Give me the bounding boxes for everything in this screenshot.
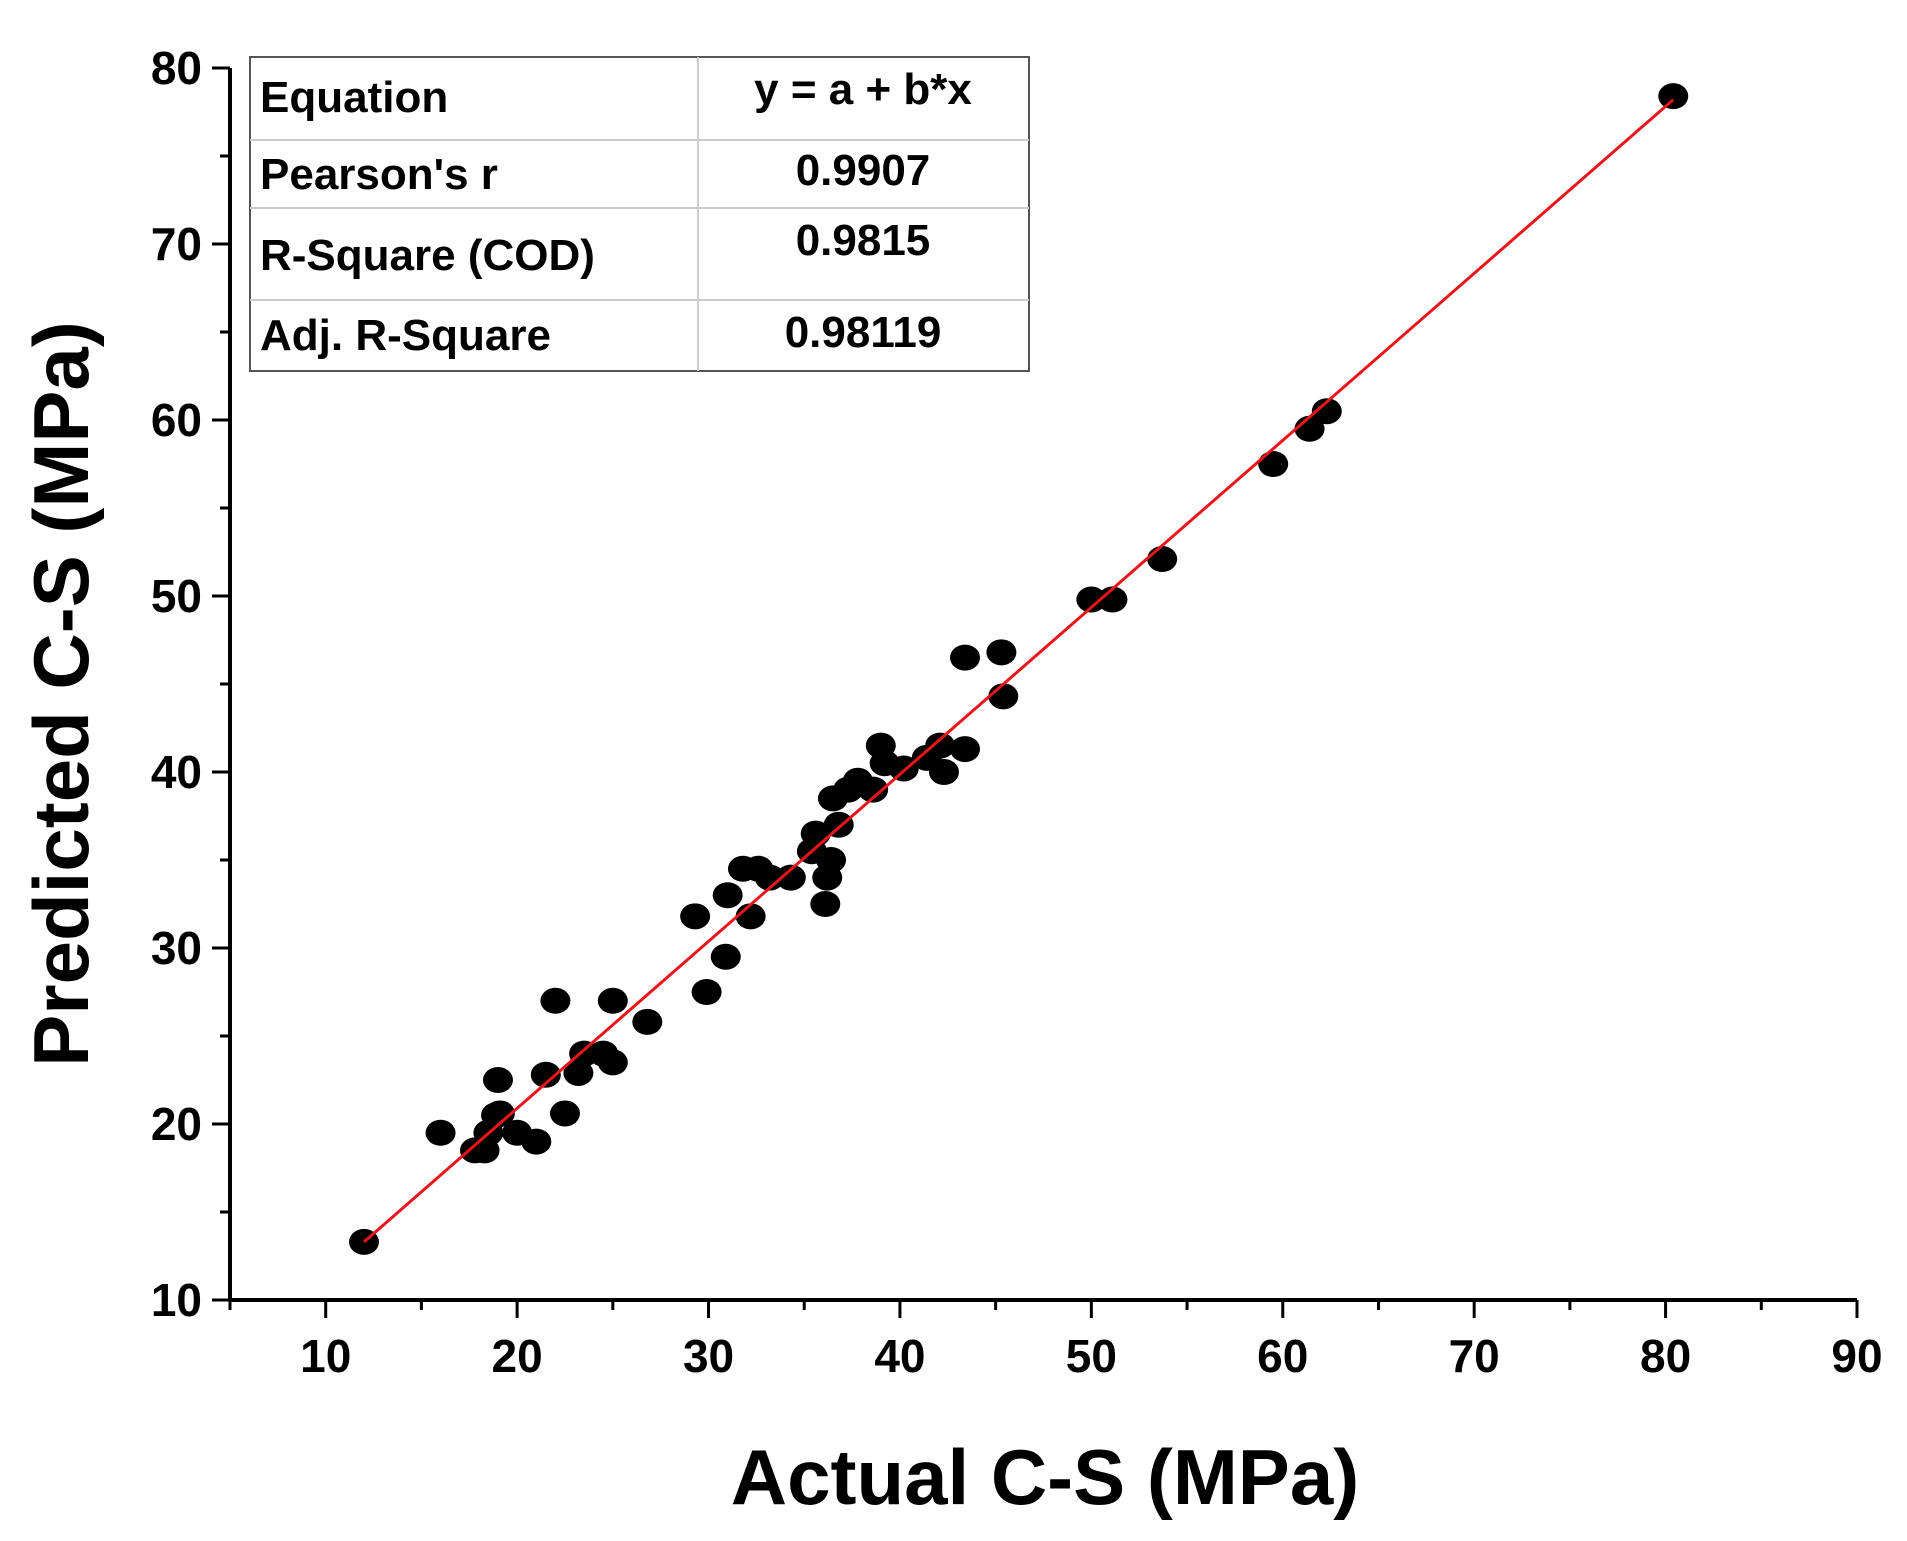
axes: 10 20 30 40 50 60 70 80 90 10 20 30 40 50 60 70 80 [151,42,1883,1382]
data-point [521,1128,552,1155]
data-point [1097,586,1128,613]
x-tick-label: 90 [1831,1330,1882,1382]
data-point [597,1049,628,1076]
y-tick-label: 20 [151,1098,202,1150]
data-point [691,979,722,1005]
x-tick-label: 20 [492,1330,543,1382]
data-point [928,759,959,785]
data-point [549,1100,580,1127]
y-tick-label: 80 [151,42,202,94]
data-point [597,987,628,1014]
data-point [680,903,711,930]
x-tick-label: 30 [683,1330,734,1382]
y-tick-label: 60 [151,394,202,446]
x-tick-label: 10 [300,1330,351,1382]
stats-table: Equation y = a + b*x Pearson's r 0.9907 … [249,56,1030,372]
data-point [482,1067,513,1093]
data-point [816,847,847,873]
data-point [1258,451,1289,477]
y-tick-label: 70 [151,218,202,270]
data-point [425,1119,456,1146]
stats-value-equation: y = a + b*x [754,65,972,114]
x-axis-title: Actual C-S (MPa) [731,1433,1359,1521]
data-points [348,83,1689,1255]
data-point [1147,546,1178,573]
y-tick-label: 50 [151,570,202,622]
x-tick-label: 40 [874,1330,925,1382]
data-point [754,864,785,891]
stats-value-pearson: 0.9907 [796,146,931,195]
fit-line-layer [363,98,1675,1244]
y-tick-label: 30 [151,922,202,974]
y-axis-title: Predicted C-S (MPa) [17,321,105,1066]
data-point [988,683,1019,710]
data-point [735,903,766,930]
y-tick-label: 40 [151,746,202,798]
data-point [925,732,956,759]
data-point [712,882,743,909]
stats-label-adj-r-square: Adj. R-Square [260,311,551,360]
data-point [1076,586,1107,613]
data-point [632,1008,663,1035]
stats-label-pearson: Pearson's r [260,150,498,199]
x-axis-ticks: 10 20 30 40 50 60 70 80 90 [228,1300,1883,1382]
data-point [775,864,806,891]
x-tick-label: 60 [1257,1330,1308,1382]
y-axis-ticks: 10 20 30 40 50 60 70 80 [151,42,230,1326]
linear-fit-line [363,98,1675,1244]
data-point [950,644,981,671]
data-point [484,1100,515,1127]
x-tick-label: 80 [1640,1330,1691,1382]
data-point [858,776,889,803]
data-point [823,811,854,838]
data-point [950,736,981,763]
data-point [540,987,571,1014]
data-point [810,891,841,917]
stats-label-r-square: R-Square (COD) [260,231,595,280]
y-tick-label: 10 [151,1274,202,1326]
data-point [530,1061,561,1088]
data-point [710,943,741,970]
stats-label-equation: Equation [260,73,448,122]
data-point [1311,398,1342,425]
data-point [1658,83,1689,110]
data-point [986,639,1017,666]
stats-table-frame [249,56,1030,372]
x-tick-label: 50 [1066,1330,1117,1382]
x-tick-label: 70 [1449,1330,1500,1382]
data-point [888,755,919,782]
stats-value-r-square: 0.9815 [796,216,931,265]
stats-value-adj-r-square: 0.98119 [785,308,942,357]
